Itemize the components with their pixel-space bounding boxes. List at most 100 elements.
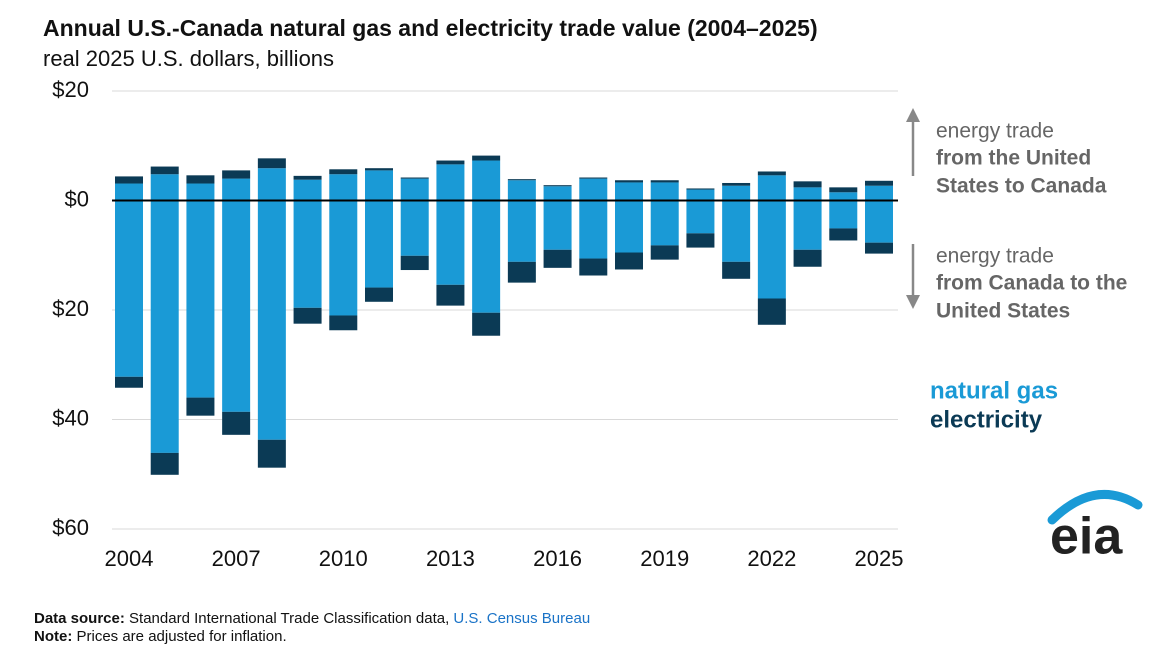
- bar-segment: [186, 175, 215, 184]
- bar-segment: [329, 315, 358, 331]
- annotation: energy trade: [936, 245, 1054, 268]
- bar-segment: [436, 164, 465, 201]
- bar-segment: [400, 178, 429, 201]
- bar-segment: [150, 200, 179, 453]
- annotation: States to Canada: [936, 175, 1107, 198]
- bar-segment: [865, 200, 893, 243]
- y-tick-label: $20: [52, 296, 89, 321]
- bar-segment: [793, 249, 822, 267]
- bar-segment: [650, 182, 679, 201]
- bar-segment: [722, 182, 751, 186]
- bar-segment: [650, 200, 679, 246]
- bar-segment: [615, 182, 643, 201]
- legend-label: natural gas: [930, 377, 1058, 404]
- bar-segment: [507, 180, 536, 201]
- logo: eia: [1047, 489, 1143, 566]
- bar-segment: [829, 187, 858, 193]
- bar-segment: [865, 185, 893, 201]
- annotation: from Canada to the: [936, 272, 1127, 295]
- bar-segment: [507, 261, 536, 283]
- x-tick-label: 2004: [105, 546, 154, 571]
- bar-segment: [829, 192, 858, 201]
- bar-segment: [615, 180, 643, 183]
- bar-segment: [472, 160, 501, 201]
- footer-link[interactable]: U.S. Census Bureau: [453, 610, 590, 627]
- footer-text: Prices are adjusted for inflation.: [77, 628, 287, 645]
- bar-segment: [257, 200, 286, 440]
- bar-segment: [293, 175, 322, 180]
- bar-segment: [472, 155, 501, 161]
- bar-segment: [543, 200, 572, 250]
- footer-label: Data source:: [34, 610, 125, 627]
- annotation: energy trade: [936, 120, 1054, 143]
- bar-segment: [436, 200, 465, 285]
- logo-text: eia: [1050, 508, 1123, 566]
- bar-segment: [222, 170, 251, 179]
- bar-segment: [257, 158, 286, 169]
- bar-segment: [793, 200, 822, 250]
- bar-segment: [400, 177, 429, 179]
- bar-segment: [579, 258, 608, 276]
- bar-segment: [793, 181, 822, 188]
- bar-segment: [365, 170, 393, 201]
- bar-segment: [579, 200, 608, 259]
- y-tick-label: $40: [52, 405, 89, 430]
- bar-segment: [650, 245, 679, 260]
- bar-segment: [615, 200, 643, 253]
- logo-arc: [1047, 489, 1143, 525]
- bar-segment: [186, 200, 215, 398]
- footer-note: Note: Prices are adjusted for inflation.: [34, 628, 287, 645]
- bar-segment: [365, 200, 393, 288]
- bar-segment: [400, 255, 429, 271]
- bar-segment: [329, 200, 358, 316]
- bar-segment: [436, 284, 465, 306]
- bar-segment: [757, 171, 786, 176]
- bar-segment: [615, 252, 643, 270]
- bar-segment: [722, 185, 751, 201]
- bar-segment: [150, 166, 179, 175]
- chart-subtitle: real 2025 U.S. dollars, billions: [43, 46, 334, 71]
- bar-segment: [543, 186, 572, 201]
- bar-segment: [865, 180, 893, 186]
- y-tick-label: $20: [52, 77, 89, 102]
- bar-segment: [507, 179, 536, 181]
- bar-segment: [365, 168, 393, 171]
- bar-segment: [757, 175, 786, 201]
- arrows: [906, 108, 920, 309]
- bar-segment: [293, 179, 322, 201]
- bar-segment: [222, 178, 251, 201]
- bar-segment: [757, 200, 786, 299]
- bar-segment: [115, 176, 143, 184]
- bar-segment: [865, 242, 893, 254]
- bar-segment: [115, 183, 143, 201]
- x-tick-label: 2022: [747, 546, 796, 571]
- bar-segment: [222, 411, 251, 435]
- bar-segment: [293, 200, 322, 308]
- bar-segment: [329, 169, 358, 175]
- bar-segment: [329, 174, 358, 201]
- bar-segment: [829, 228, 858, 241]
- bar-segment: [115, 376, 143, 388]
- bar-segment: [686, 233, 715, 248]
- arrow-head: [906, 108, 920, 122]
- bar-segment: [793, 187, 822, 201]
- bar-segment: [150, 174, 179, 201]
- bar-segment: [543, 185, 572, 187]
- bar-segment: [472, 312, 501, 336]
- bar-segment: [257, 168, 286, 201]
- x-tick-label: 2019: [640, 546, 689, 571]
- x-tick-label: 2013: [426, 546, 475, 571]
- footer-source: Data source: Standard International Trad…: [34, 610, 590, 627]
- annotation: United States: [936, 300, 1070, 323]
- bar-segment: [186, 183, 215, 201]
- bar-segment: [222, 200, 251, 412]
- bar-segment: [400, 200, 429, 256]
- arrow-head: [906, 295, 920, 309]
- y-tick-label: $0: [65, 186, 89, 211]
- chart-title: Annual U.S.-Canada natural gas and elect…: [43, 15, 818, 41]
- bar-segment: [150, 452, 179, 475]
- bar-segment: [686, 188, 715, 190]
- footer-text: Standard International Trade Classificat…: [129, 610, 449, 627]
- bar-segment: [115, 200, 143, 377]
